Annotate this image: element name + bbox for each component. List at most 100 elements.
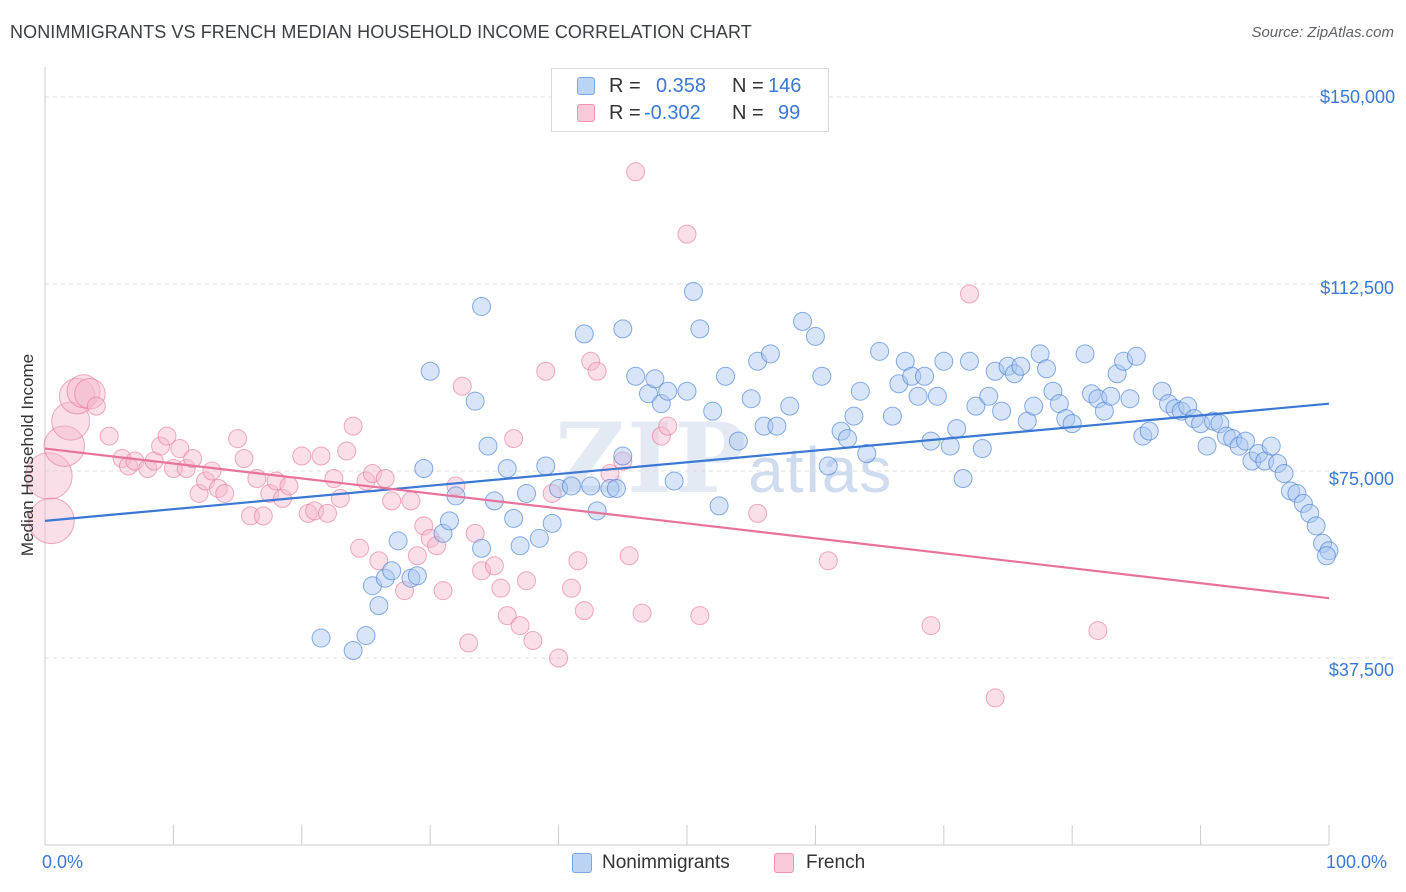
nonimmigrants-point-16 [472, 296, 492, 316]
nonimmigrants-point-26 [542, 513, 562, 533]
y-tick-label-150000: $150,000 [1320, 87, 1396, 107]
nonimmigrants-point-72 [927, 386, 947, 406]
french-point-4 [58, 377, 96, 415]
french-point-87 [921, 616, 941, 636]
nonimmigrants-point-117 [1229, 436, 1249, 456]
nonimmigrants-point-43 [683, 281, 703, 301]
nonimmigrants-point-41 [664, 471, 684, 491]
nonimmigrants-point-79 [972, 439, 992, 459]
nonimmigrants-point-35 [613, 446, 633, 466]
trend-lines [44, 402, 1330, 600]
nonimmigrants-point-33 [606, 478, 626, 498]
french-point-77 [613, 451, 633, 471]
french-point-7 [86, 396, 106, 416]
nonimmigrants-point-54 [780, 396, 800, 416]
nonimmigrants-point-95 [1081, 384, 1101, 404]
french-point-41 [337, 441, 357, 461]
bottom-legend-french: French [774, 852, 894, 876]
y-tick-label-37500: $37,500 [1328, 660, 1394, 680]
nonimmigrants-point-57 [812, 366, 832, 386]
nonimmigrants-point-69 [908, 386, 928, 406]
bottom-legend-label-french: French [806, 852, 866, 873]
legend-r-label: R = [609, 75, 641, 97]
french-point-45 [362, 463, 382, 483]
french-point-71 [561, 578, 581, 598]
french-point-75 [587, 361, 607, 381]
french-point-0 [25, 452, 73, 500]
french-point-62 [491, 578, 511, 598]
nonimmigrants-point-65 [882, 406, 902, 426]
nonimmigrants-point-13 [439, 511, 459, 531]
nonimmigrants-point-131 [1319, 541, 1339, 561]
french-point-78 [619, 546, 639, 566]
nonimmigrants-point-18 [478, 436, 498, 456]
french-point-14 [151, 436, 171, 456]
nonimmigrants-point-59 [831, 421, 851, 441]
legend-swatch-nonimmigrants [577, 77, 595, 95]
axes [44, 67, 1330, 846]
french-point-88 [959, 284, 979, 304]
bottom-legend-swatch-nonimmigrants [572, 853, 592, 873]
nonimmigrants-point-124 [1274, 463, 1294, 483]
nonimmigrants-point-21 [504, 508, 524, 528]
bottom-legend-nonimmigrants: Nonimmigrants [572, 852, 752, 876]
nonimmigrants-point-61 [844, 406, 864, 426]
legend-r-value: 0.358 [656, 75, 707, 97]
french-point-66 [517, 571, 536, 591]
french-point-48 [382, 491, 402, 511]
french-point-86 [818, 551, 838, 571]
chart-title: NONIMMIGRANTS VS FRENCH MEDIAN HOUSEHOLD… [10, 22, 752, 42]
nonimmigrants-point-90 [1043, 381, 1063, 401]
french-point-43 [350, 538, 370, 558]
french-point-85 [748, 503, 768, 523]
nonimmigrants-point-77 [959, 351, 979, 371]
nonimmigrants-point-56 [805, 326, 825, 346]
french-point-33 [279, 476, 299, 496]
nonimmigrants-point-112 [1197, 436, 1217, 456]
nonimmigrants-trend-line [44, 402, 1330, 522]
french-point-39 [324, 468, 344, 488]
nonimmigrants-point-104 [1139, 421, 1159, 441]
french-point-15 [157, 426, 177, 446]
nonimmigrants-point-74 [940, 436, 960, 456]
french-point-50 [401, 491, 421, 511]
french-point-83 [677, 224, 697, 244]
nonimmigrants-point-2 [356, 626, 376, 646]
french-point-61 [484, 556, 504, 576]
nonimmigrants-point-45 [703, 401, 723, 421]
french-point-42 [343, 416, 363, 436]
french-point-30 [260, 483, 280, 503]
french-point-40 [330, 488, 350, 508]
nonimmigrants-point-47 [716, 366, 736, 386]
nonimmigrants-point-85 [1011, 356, 1031, 376]
french-point-68 [536, 361, 556, 381]
nonimmigrants-point-102 [1126, 346, 1146, 366]
nonimmigrants-point-127 [1293, 493, 1313, 513]
nonimmigrants-point-36 [626, 366, 646, 386]
nonimmigrants-point-81 [985, 361, 1005, 381]
french-point-69 [542, 483, 562, 503]
bottom-legend-swatch-french [774, 853, 794, 873]
nonimmigrants-point-1 [343, 641, 363, 661]
nonimmigrants-point-53 [767, 416, 787, 436]
nonimmigrants-point-60 [838, 429, 857, 449]
nonimmigrants-point-10 [414, 459, 434, 479]
nonimmigrants-point-29 [574, 324, 594, 344]
series-french-points [25, 162, 1108, 708]
legend-n-value: 99 [778, 102, 801, 124]
french-point-53 [420, 528, 440, 548]
french-point-46 [369, 551, 389, 571]
legend-swatch-french [577, 104, 595, 122]
nonimmigrants-point-25 [536, 456, 556, 476]
nonimmigrants-point-132 [1316, 546, 1336, 566]
french-point-55 [433, 581, 453, 601]
french-point-26 [234, 449, 254, 469]
nonimmigrants-point-52 [760, 344, 780, 364]
french-point-67 [523, 631, 543, 651]
nonimmigrants-point-105 [1152, 381, 1172, 401]
french-point-2 [43, 425, 86, 467]
nonimmigrants-point-94 [1075, 344, 1095, 364]
french-point-89 [985, 688, 1005, 708]
nonimmigrants-point-20 [497, 459, 517, 479]
series-nonimmigrants-points [311, 281, 1339, 661]
